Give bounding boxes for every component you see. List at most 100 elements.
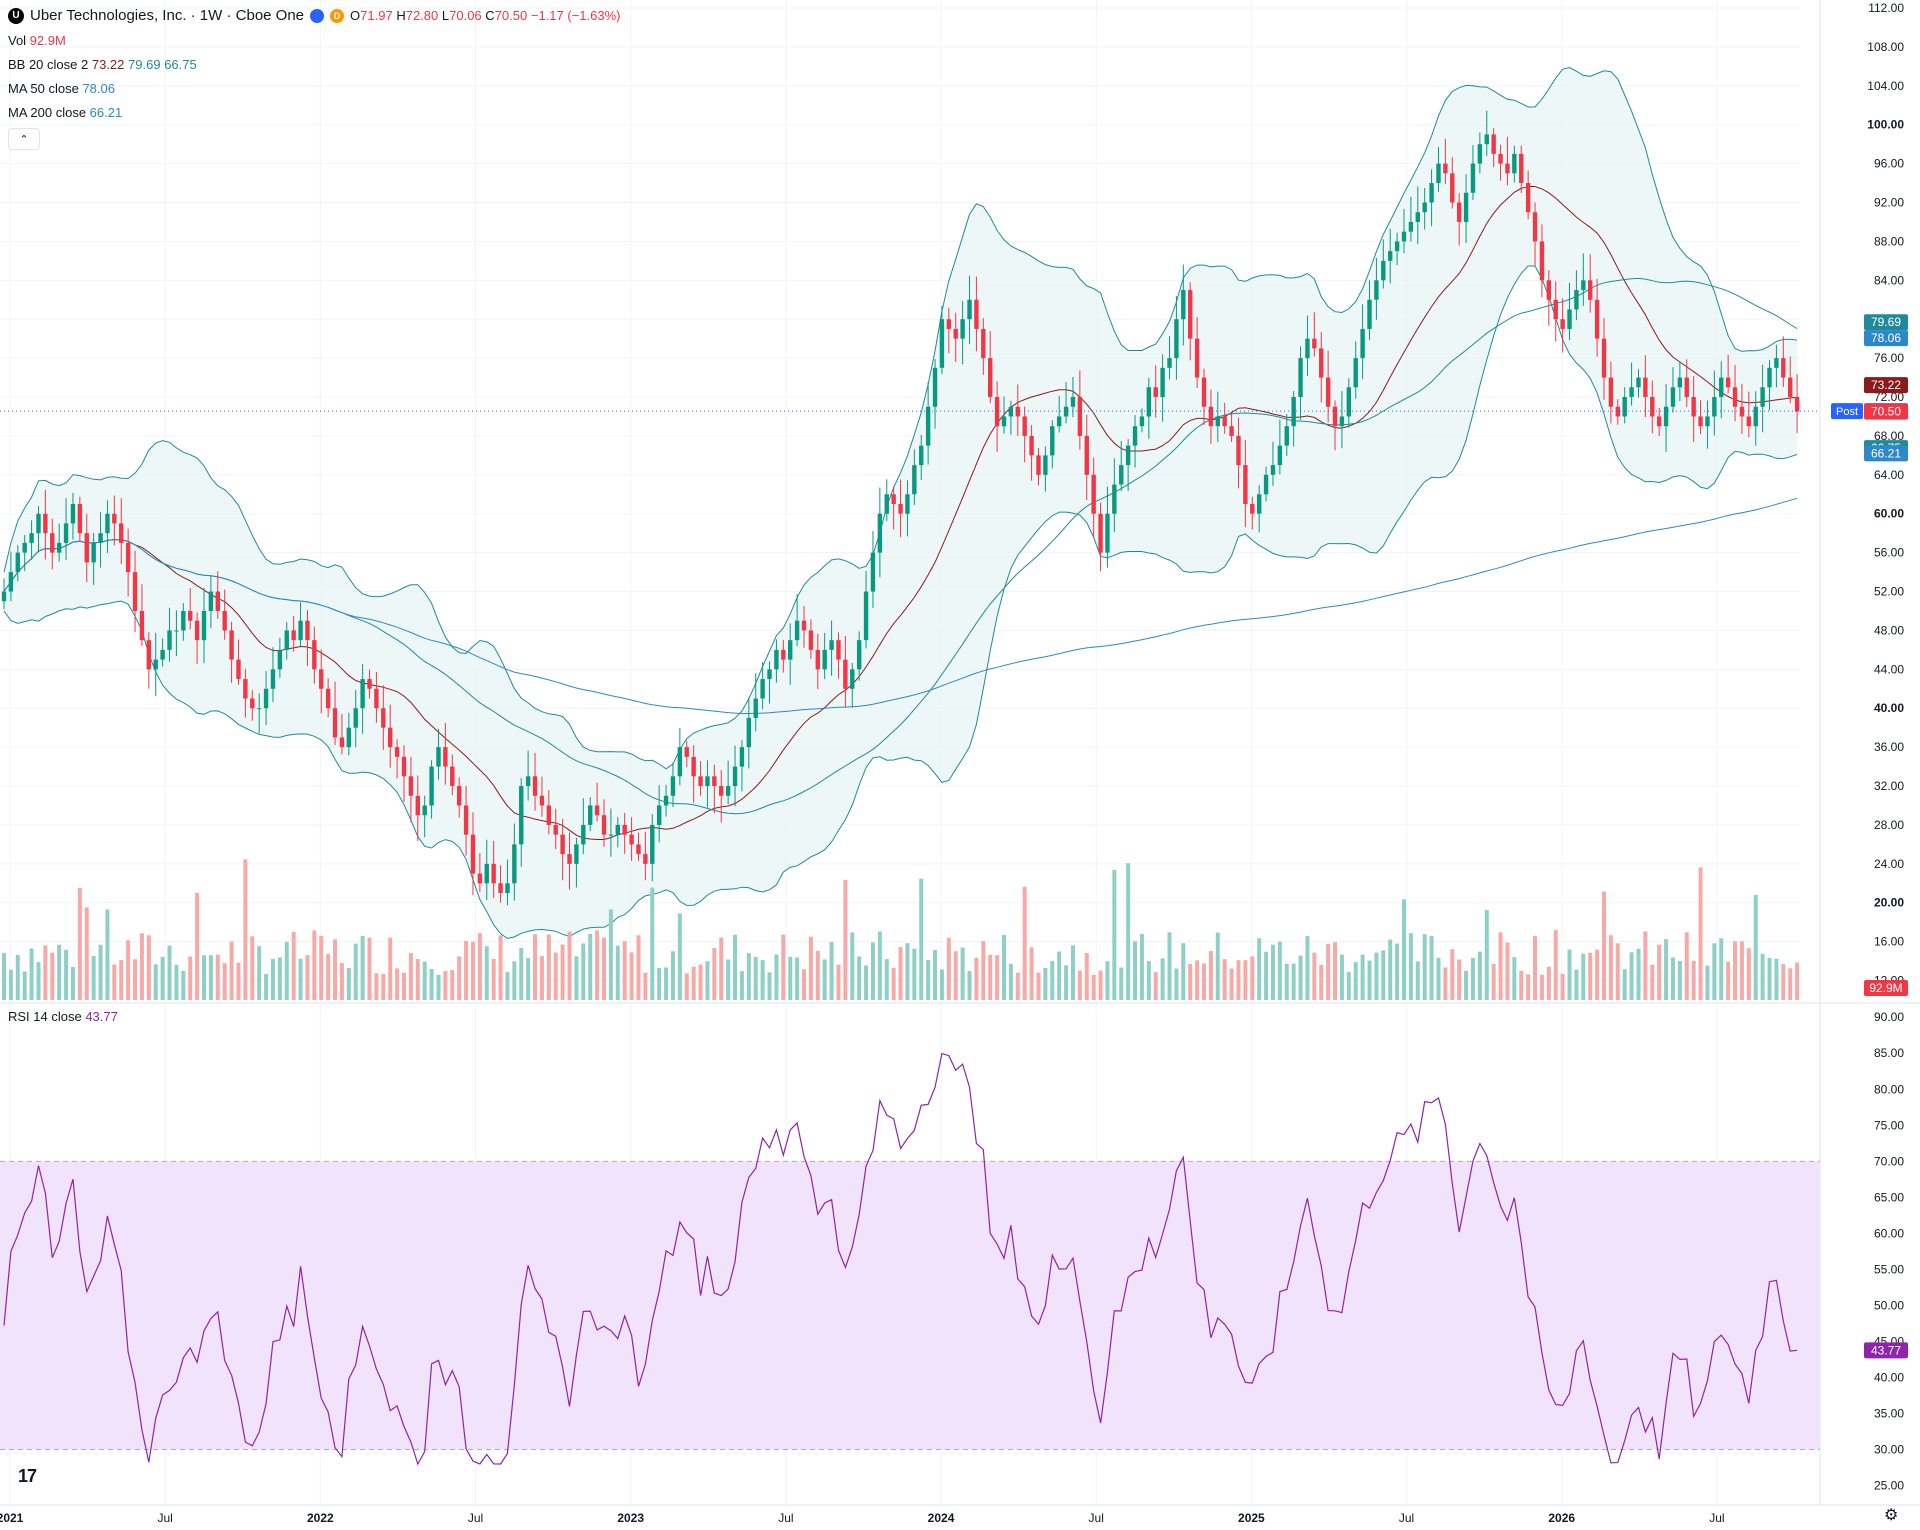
candle-body (1422, 202, 1427, 213)
volume-bar (664, 967, 669, 1000)
candle-body (1753, 406, 1758, 427)
candle-body (167, 630, 172, 650)
volume-bar (1374, 952, 1379, 1000)
volume-bar (933, 949, 938, 1000)
volume-bar (50, 952, 55, 1000)
price-tick-label: 44.00 (1874, 662, 1904, 676)
volume-bar (1126, 863, 1131, 1000)
tradingview-logo[interactable]: 17 (18, 1466, 37, 1486)
candle-body (843, 659, 848, 689)
volume-bar (1774, 958, 1779, 1000)
candle-body (63, 523, 69, 543)
candle-body (870, 552, 876, 592)
volume-bar (153, 964, 158, 1000)
volume-bar (726, 959, 731, 1000)
volume-bar (774, 954, 779, 1000)
volume-bar (602, 937, 606, 1000)
volume-bar (229, 941, 234, 1000)
price-tick-label: 96.00 (1874, 157, 1904, 171)
volume-bar (36, 962, 41, 1000)
candle-body (939, 319, 945, 368)
candle-body (1043, 455, 1048, 475)
candle-body (1132, 426, 1138, 446)
candle-body (1712, 397, 1717, 417)
volume-bar (1388, 939, 1393, 1000)
rsi-tick-label: 30.00 (1874, 1443, 1904, 1457)
gear-icon[interactable]: ⚙ (1884, 1507, 1899, 1524)
volume-bar (174, 964, 179, 1000)
collapse-legend-button[interactable]: ⌃ (8, 128, 40, 150)
volume-bar (1353, 962, 1358, 1000)
volume-bar (1277, 941, 1282, 1000)
candle-body (1063, 406, 1069, 417)
ma200-legend[interactable]: MA 200 close 66.21 (8, 105, 123, 120)
candle-body (884, 494, 889, 514)
volume-bar (91, 956, 96, 1000)
volume-bar (1146, 961, 1151, 1000)
ma50-legend[interactable]: MA 50 close 78.06 (8, 81, 115, 96)
volume-bar (864, 965, 869, 1000)
volume-bar (15, 955, 20, 1000)
volume-bar (457, 956, 462, 1000)
candle-body (684, 747, 689, 757)
candle-body (1588, 280, 1593, 300)
volume-bar (1408, 933, 1413, 1000)
candle-body (746, 717, 752, 748)
candle-body (36, 513, 41, 534)
volume-bar (470, 941, 475, 1000)
candle-body (1367, 299, 1372, 329)
volume-bar (346, 968, 351, 1000)
candle-body (1498, 153, 1503, 164)
volume-bar (277, 957, 282, 1000)
vol-legend[interactable]: Vol 92.9M (8, 33, 66, 48)
volume-bar (1188, 963, 1193, 1000)
candle-body (215, 591, 220, 611)
volume-bar (1539, 974, 1544, 1000)
candle-body (1746, 416, 1752, 427)
volume-bar (1415, 961, 1420, 1000)
candle-body (1194, 338, 1200, 378)
candle-body (353, 708, 358, 728)
candle-body (988, 358, 993, 398)
volume-bar (284, 941, 289, 1000)
post-tag: Post (1836, 406, 1858, 418)
symbol-title[interactable]: Uber Technologies, Inc. · 1W · Cboe One (30, 7, 305, 24)
candle-body (291, 630, 296, 641)
volume-bar (1167, 932, 1172, 1000)
volume-bar (1270, 944, 1275, 1000)
volume-bar (1084, 953, 1089, 1000)
candle-body (119, 523, 124, 543)
candle-body (932, 367, 938, 407)
candle-body (1788, 377, 1793, 398)
rsi-legend[interactable]: RSI 14 close 43.77 (8, 1009, 118, 1024)
candle-body (1670, 387, 1676, 407)
volume-bar (588, 933, 593, 1000)
candle-body (1319, 348, 1324, 378)
volume-bar (884, 959, 889, 1000)
volume-bar (1450, 949, 1455, 1000)
volume-bar (1526, 974, 1531, 1000)
price-tick-label: 72.00 (1874, 390, 1904, 404)
volume-bar (57, 944, 62, 1000)
candle-body (512, 844, 517, 884)
candle-body (319, 669, 324, 689)
candle-body (946, 319, 952, 329)
price-tick-label: 20.00 (1874, 896, 1904, 910)
bb-legend[interactable]: BB 20 close 2 73.22 79.69 66.75 (8, 57, 197, 72)
candle-body (1, 591, 7, 602)
candle-body (1484, 134, 1489, 145)
candle-body (298, 620, 303, 641)
price-label-box (1864, 403, 1908, 420)
volume-bar (705, 961, 710, 1000)
candle-body (160, 649, 165, 660)
price-tick-label: 112.00 (1868, 1, 1904, 15)
price-tick-label: 36.00 (1874, 740, 1904, 754)
volume-bar (995, 955, 1000, 1000)
delayed-data-icon[interactable]: D (330, 9, 345, 23)
volume-bar (574, 956, 579, 1000)
volume-bar (1202, 963, 1206, 1000)
candle-body (525, 776, 531, 787)
volume-bar (388, 937, 393, 1000)
market-status-icon[interactable] (310, 9, 325, 23)
